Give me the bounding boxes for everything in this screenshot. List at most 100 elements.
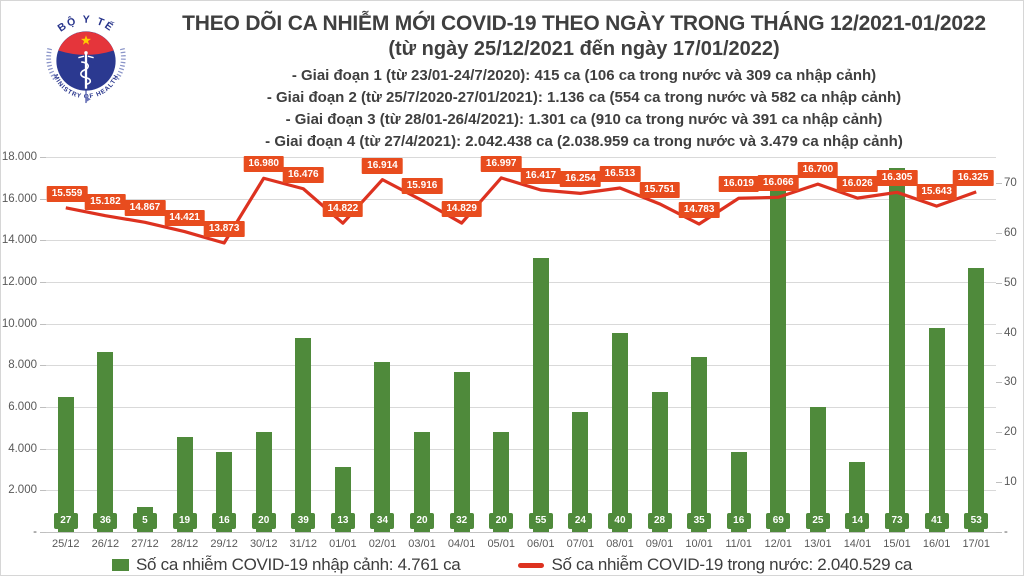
- right-axis-tick: [996, 182, 1002, 184]
- bar-value-label: 14: [845, 513, 870, 529]
- bar: [611, 332, 628, 532]
- legend-item-imported: Số ca nhiễm COVID-19 nhập cảnh: 4.761 ca: [112, 555, 461, 575]
- bar-value-label: 69: [766, 513, 791, 529]
- phase-3-summary: - Giai đoạn 3 (từ 28/01-26/4/2021): 1.30…: [285, 111, 883, 128]
- x-axis-label: 26/12: [91, 538, 120, 550]
- x-axis-label: 12/01: [764, 538, 793, 550]
- right-axis-tick: [996, 332, 1002, 334]
- left-axis-tick-label: 8.000: [8, 359, 37, 372]
- bar-value-label: 24: [568, 513, 593, 529]
- bar-value-label: 27: [53, 513, 78, 529]
- x-axis-label: 01/01: [329, 538, 357, 550]
- bar-value-label: 55: [528, 513, 553, 529]
- bar-value-label: 40: [607, 513, 632, 529]
- bar-value-label: 34: [370, 513, 395, 529]
- line-point-label: 16.325: [952, 169, 994, 186]
- left-axis-tick-label: 10.000: [1, 317, 37, 330]
- bar-value-label: 16: [726, 513, 751, 529]
- left-axis-tick-label: 18.000: [1, 151, 37, 163]
- gridline: [46, 532, 996, 533]
- x-axis-label: 11/01: [725, 538, 753, 550]
- line-point-label: 14.829: [441, 201, 482, 218]
- gridline: [46, 365, 996, 367]
- line-point-label: 15.916: [401, 178, 443, 195]
- gridline: [46, 448, 996, 450]
- bar-value-label: 13: [330, 513, 355, 529]
- line-point-label: 16.254: [560, 171, 601, 188]
- bar: [889, 167, 906, 532]
- bar: [493, 432, 510, 532]
- phase-1-summary: - Giai đoạn 1 (từ 23/01-24/7/2020): 415 …: [291, 67, 877, 84]
- left-axis-tick-label: 12.000: [1, 276, 37, 288]
- page-subtitle: (từ ngày 25/12/2021 đến ngày 17/01/2022): [388, 38, 780, 60]
- bar-value-label: 16: [212, 513, 237, 529]
- right-axis-tick-label: 10: [1004, 476, 1017, 489]
- line-point-label: 15.182: [85, 193, 126, 210]
- right-axis-tick-label: 30: [1004, 376, 1017, 389]
- bar: [968, 267, 985, 532]
- legend-label-domestic: Số ca nhiễm COVID-19 trong nước: 2.040.5…: [551, 555, 912, 574]
- right-axis-tick-label: 50: [1004, 276, 1017, 289]
- left-axis-tick-label: 6.000: [8, 401, 37, 413]
- bar: [809, 407, 826, 532]
- left-axis-tick: [40, 323, 46, 325]
- bar-value-label: 25: [805, 513, 830, 529]
- bar: [651, 392, 668, 532]
- bar: [730, 452, 747, 532]
- bar: [928, 327, 945, 532]
- left-axis-tick-label: -: [33, 526, 37, 538]
- x-axis-label: 15/01: [883, 538, 911, 550]
- bar: [176, 437, 193, 532]
- line-point-label: 16.997: [480, 155, 522, 172]
- x-axis-label: 25/12: [52, 538, 80, 550]
- right-axis-tick-label: 60: [1004, 226, 1017, 239]
- x-axis-label: 17/01: [962, 538, 990, 550]
- chart-legend: Số ca nhiễm COVID-19 nhập cảnh: 4.761 ca…: [1, 553, 1023, 577]
- page-title: THEO DÕI CA NHIỄM MỚI COVID-19 THEO NGÀY…: [182, 12, 986, 35]
- x-axis-label: 13/01: [804, 538, 832, 550]
- bar-value-label: 53: [964, 513, 989, 529]
- x-axis-label: 06/01: [527, 538, 555, 550]
- bar-value-label: 39: [291, 513, 316, 529]
- left-axis-tick-label: 2.000: [8, 484, 37, 497]
- line-point-label: 16.476: [282, 166, 324, 183]
- x-axis-label: 16/01: [922, 538, 951, 550]
- left-axis-tick: [40, 157, 46, 158]
- line-point-label: 16.700: [797, 162, 839, 179]
- left-axis-tick: [40, 407, 46, 408]
- gridline: [46, 240, 996, 242]
- bar: [216, 452, 233, 532]
- line-point-label: 16.305: [876, 170, 918, 187]
- logo-hatch-right: [114, 48, 126, 81]
- left-axis-tick: [40, 198, 46, 200]
- x-axis-label: 31/12: [289, 538, 318, 550]
- bar: [97, 352, 114, 532]
- header: THEO DÕI CA NHIỄM MỚI COVID-19 THEO NGÀY…: [151, 12, 1017, 153]
- gridline: [46, 490, 996, 492]
- x-axis-label: 07/01: [566, 538, 595, 550]
- logo-star-icon: [81, 35, 91, 45]
- bar: [453, 372, 470, 532]
- line-point-label: 16.019: [718, 176, 759, 193]
- x-axis-label: 28/12: [170, 538, 199, 550]
- bar: [295, 337, 312, 532]
- bar-value-label: 5: [132, 513, 157, 529]
- bar-value-label: 20: [410, 513, 435, 529]
- left-axis-tick: [40, 240, 46, 242]
- phase-2-summary: - Giai đoạn 2 (từ 25/7/2020-27/01/2021):…: [266, 89, 902, 106]
- left-axis-tick: [40, 532, 46, 533]
- right-axis-tick: [996, 482, 1002, 484]
- line-point-label: 13.873: [203, 220, 245, 237]
- left-axis-tick-label: 16.000: [1, 192, 37, 205]
- bar-value-label: 28: [647, 513, 672, 529]
- line-point-label: 15.643: [916, 184, 957, 201]
- bar: [57, 397, 74, 532]
- x-axis-label: 04/01: [447, 538, 476, 550]
- bar: [374, 362, 391, 532]
- line-point-label: 14.867: [124, 200, 166, 217]
- line-point-label: 16.914: [362, 157, 403, 174]
- line-point-label: 16.026: [837, 176, 878, 193]
- logo-staff-feather: [86, 96, 91, 103]
- gridline: [46, 323, 996, 325]
- bar-value-label: 32: [449, 513, 474, 529]
